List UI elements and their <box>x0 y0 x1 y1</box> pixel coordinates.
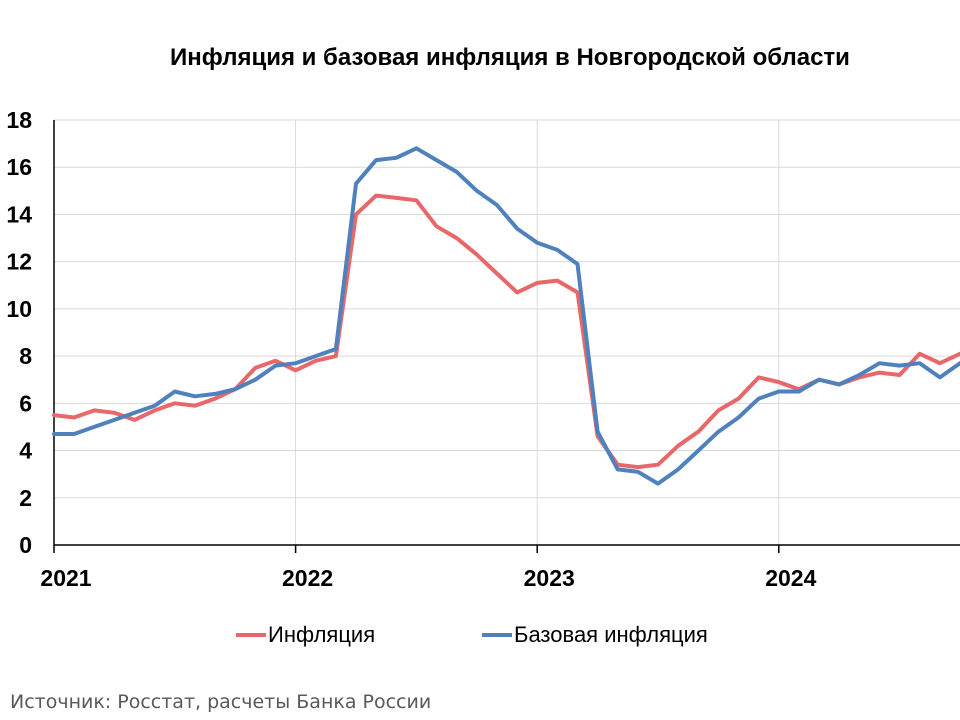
y-tick-label: 6 <box>19 390 32 416</box>
y-tick-labels: 0 2 4 6 8 10 12 14 16 18 <box>6 107 32 558</box>
legend-label-inflation: Инфляция <box>268 622 376 647</box>
x-tick-label: 2022 <box>282 565 333 591</box>
y-tick-label: 14 <box>6 201 32 227</box>
legend-swatch-inflation <box>236 633 266 637</box>
y-tick-label: 2 <box>19 485 32 511</box>
y-tick-label: 8 <box>19 343 32 369</box>
y-tick-label: 10 <box>6 296 32 322</box>
legend-swatch-core-inflation <box>482 633 512 637</box>
y-tick-label: 12 <box>6 249 32 275</box>
y-tick-label: 0 <box>19 532 32 558</box>
legend-label-core-inflation: Базовая инфляция <box>514 622 708 647</box>
legend-item-inflation: Инфляция <box>236 620 375 650</box>
x-tick-label: 2023 <box>524 565 575 591</box>
series-line-core-inflation <box>52 146 960 486</box>
series-line-inflation <box>52 193 960 470</box>
y-tick-label: 18 <box>6 107 32 133</box>
y-tick-label: 16 <box>6 154 32 180</box>
x-tick-label: 2021 <box>40 565 91 591</box>
series-lines <box>52 146 960 486</box>
y-tick-label: 4 <box>19 438 32 464</box>
x-tick-label: 2024 <box>765 565 816 591</box>
x-tick-labels: 2021 2022 2023 2024 <box>40 565 816 591</box>
axes <box>53 120 960 553</box>
source-note: Источник: Росстат, расчеты Банка России <box>10 691 432 713</box>
chart-title: Инфляция и базовая инфляция в Новгородск… <box>170 44 850 71</box>
legend-item-core-inflation: Базовая инфляция <box>482 620 708 650</box>
gridlines <box>54 119 960 545</box>
